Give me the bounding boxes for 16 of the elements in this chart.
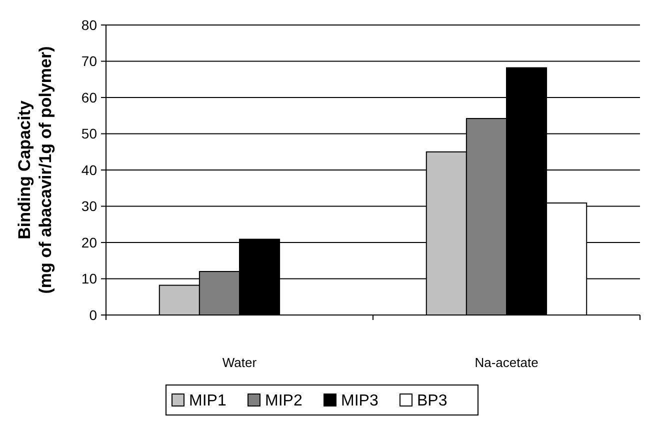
legend-label: BP3 <box>417 392 448 410</box>
legend-label: MIP2 <box>265 392 302 410</box>
y-tick-label: 0 <box>89 306 98 323</box>
x-tick-label: Na-acetate <box>474 355 538 370</box>
y-tick-label: 40 <box>81 162 98 178</box>
y-tick-label: 10 <box>81 270 98 287</box>
y-tick-label: 80 <box>81 16 98 33</box>
y-tick-label: 60 <box>81 89 98 106</box>
y-axis-title: Binding Capacity (mg of abacavir/1g of polymer) <box>15 46 55 294</box>
y-tick-label: 70 <box>81 53 98 70</box>
legend-label: MIP1 <box>189 392 226 410</box>
y-tick-label: 50 <box>81 126 98 142</box>
legend-label: MIP3 <box>341 392 378 410</box>
x-tick-label: Water <box>222 355 258 370</box>
y-tick-label: 20 <box>81 234 98 250</box>
y-tick-label: 30 <box>81 198 98 214</box>
